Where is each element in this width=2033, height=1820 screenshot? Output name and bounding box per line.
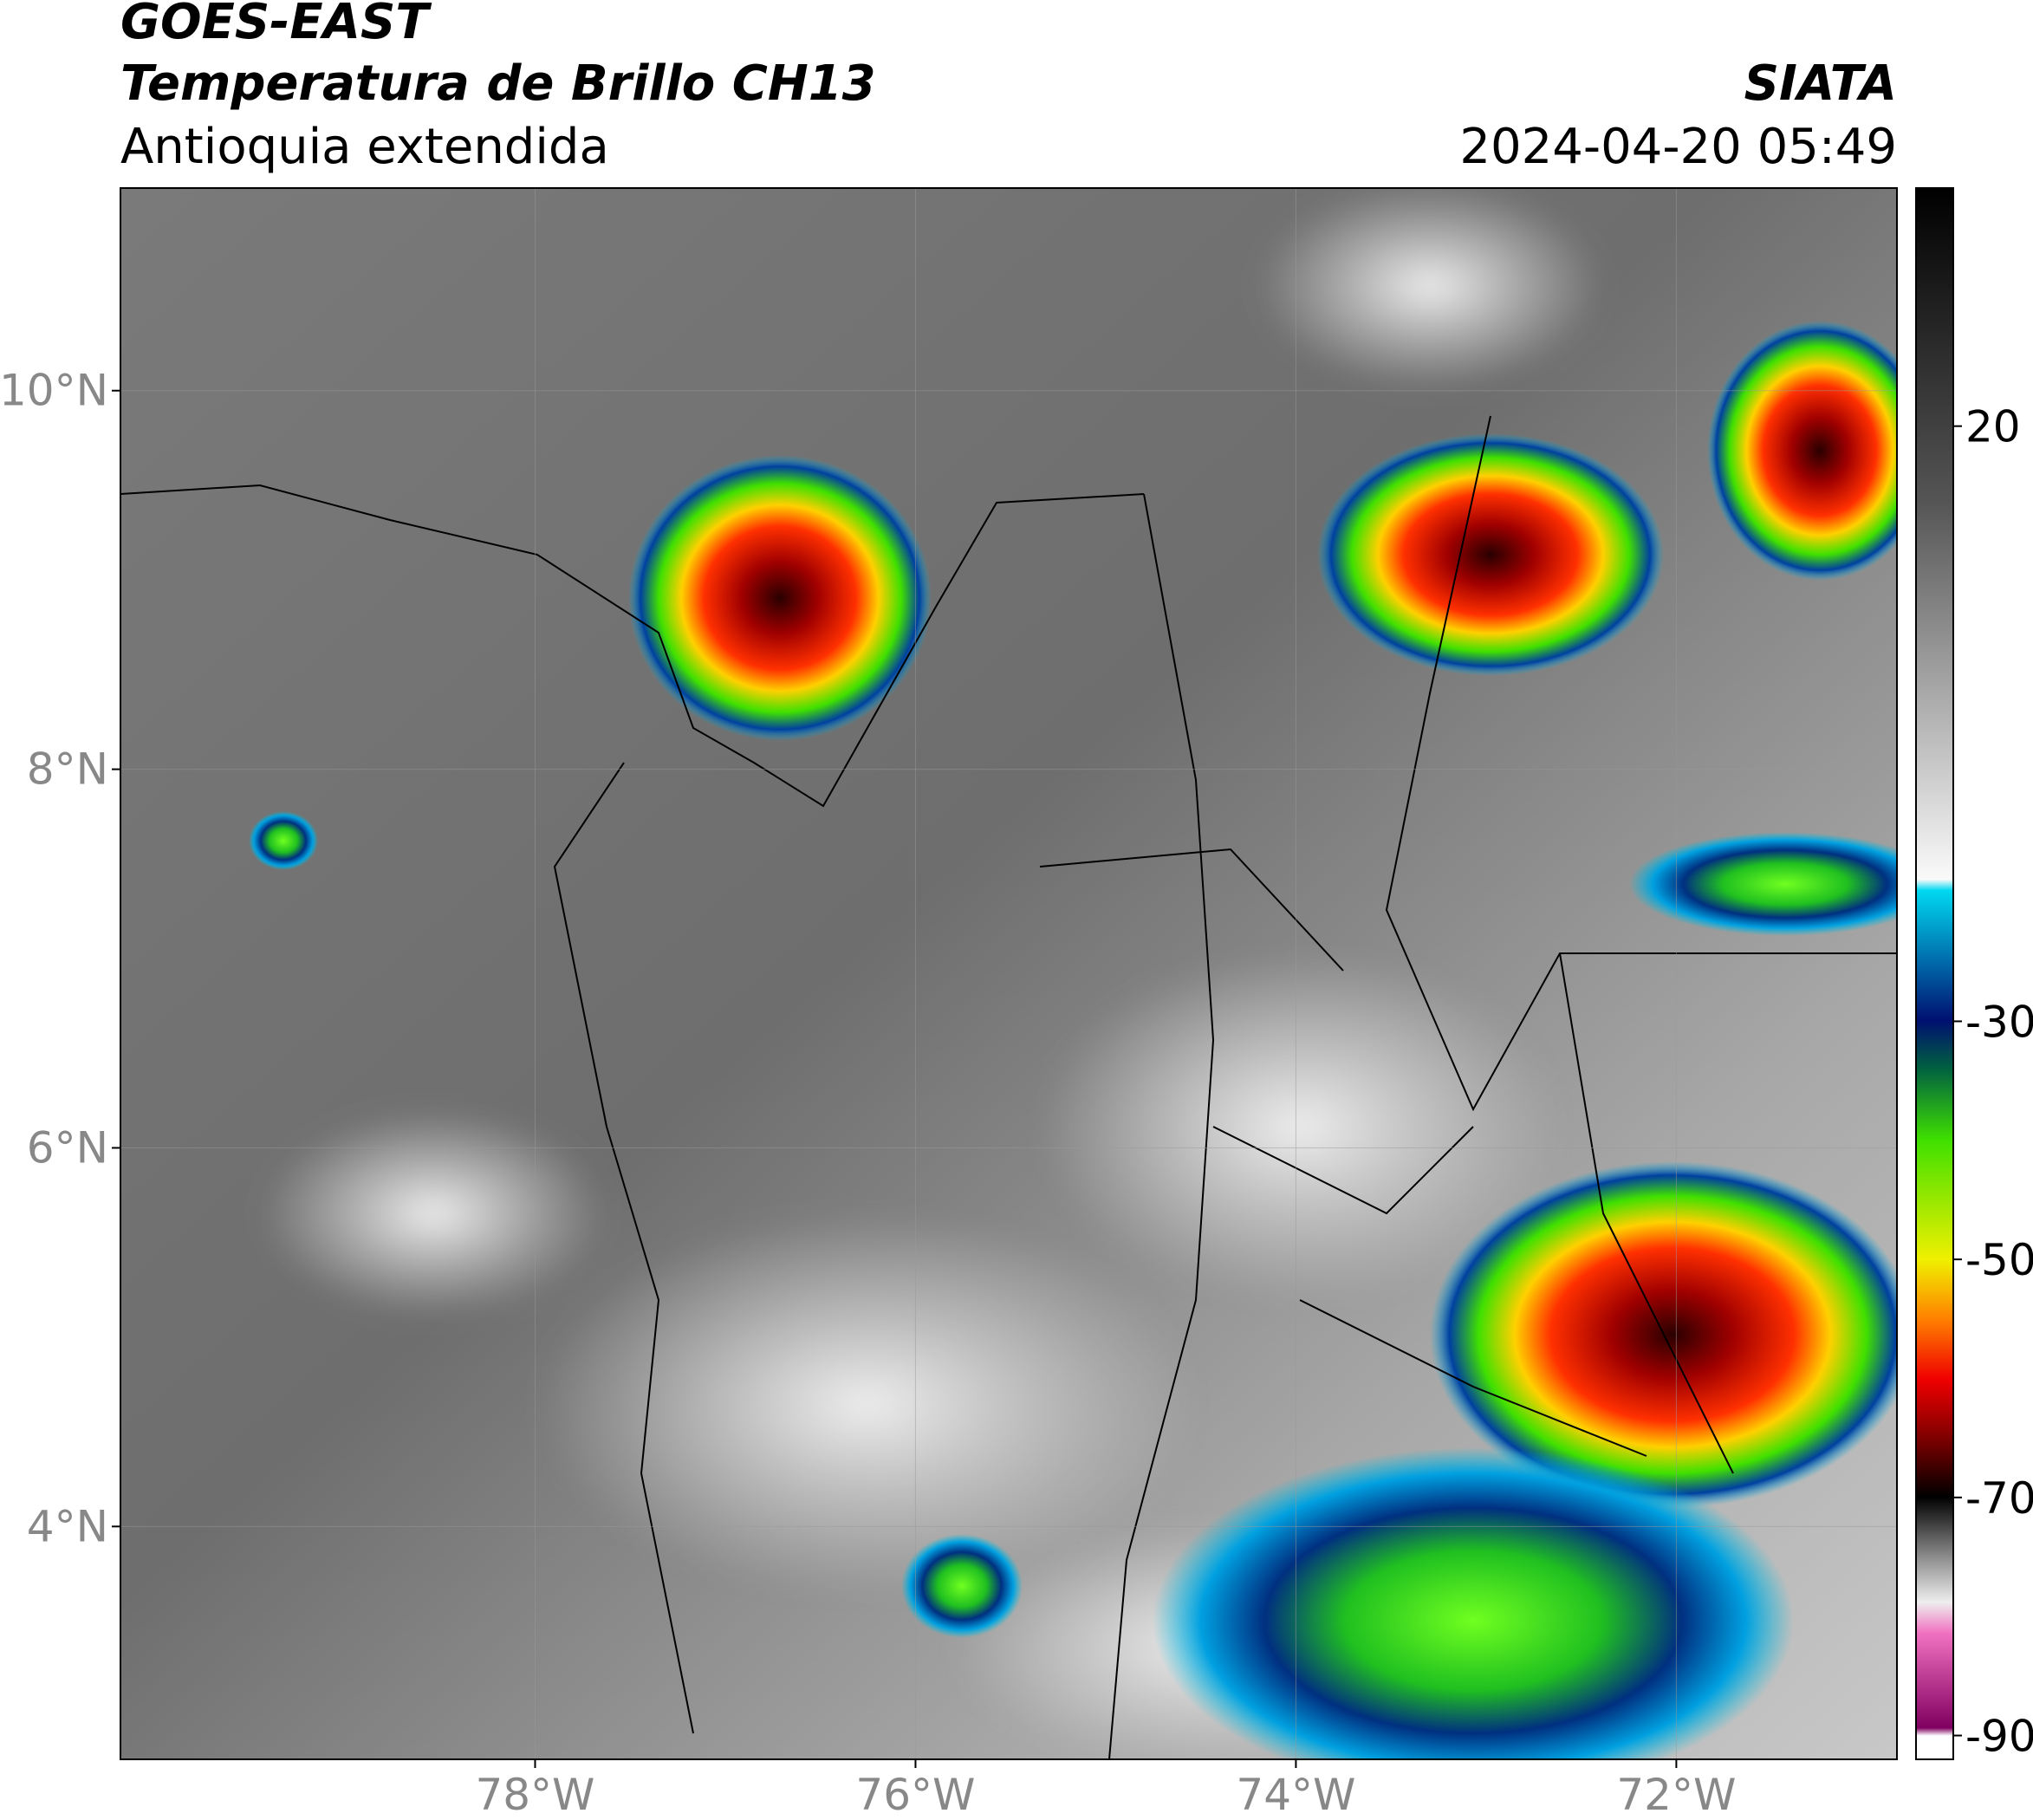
- datetime: 2024-04-20 05:49: [1459, 119, 1897, 175]
- x-tick-label: 74°W: [1236, 1770, 1355, 1820]
- grid: [120, 188, 1897, 1759]
- y-tick-label: 10°N: [0, 366, 108, 416]
- colorbar-tick-label: 20: [1965, 402, 2021, 452]
- x-tick-label: 76°W: [855, 1770, 975, 1820]
- map-frame: [120, 187, 1898, 1760]
- y-tick-label: 6°N: [27, 1122, 108, 1173]
- y-tick-label: 8°N: [27, 744, 108, 795]
- colorbar-tick-label: -70: [1965, 1473, 2033, 1524]
- x-tick-label: 78°W: [475, 1770, 594, 1820]
- region: Antioquia extendida: [120, 119, 609, 175]
- colorbar-tick-label: -50: [1965, 1235, 2033, 1285]
- subtitle: Temperatura de Brillo CH13: [120, 55, 876, 112]
- satellite-image: [120, 188, 1897, 1759]
- y-tick-label: 4°N: [27, 1501, 108, 1551]
- colorbar: [1915, 187, 1954, 1760]
- source: SIATA: [1744, 55, 1897, 112]
- x-tick-label: 72°W: [1616, 1770, 1736, 1820]
- colorbar-tick-label: -30: [1965, 997, 2033, 1047]
- borders: [120, 415, 1897, 1759]
- title: GOES-EAST: [120, 0, 432, 50]
- colorbar-tick-label: -90: [1965, 1712, 2033, 1762]
